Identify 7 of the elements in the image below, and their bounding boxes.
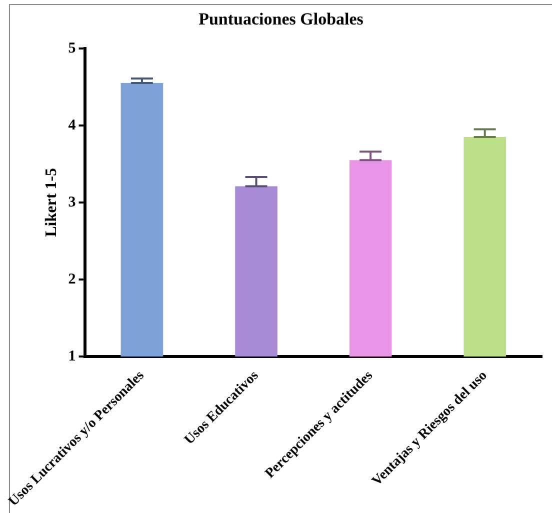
y-tick-label: 4 <box>68 117 76 134</box>
y-tick-label: 2 <box>68 271 76 288</box>
chart-title: Puntuaciones Globales <box>198 10 364 29</box>
y-tick-label: 1 <box>68 348 76 364</box>
y-axis-title: Likert 1-5 <box>42 168 60 237</box>
y-tick-label: 5 <box>68 40 76 56</box>
y-tick-label: 3 <box>68 194 76 210</box>
